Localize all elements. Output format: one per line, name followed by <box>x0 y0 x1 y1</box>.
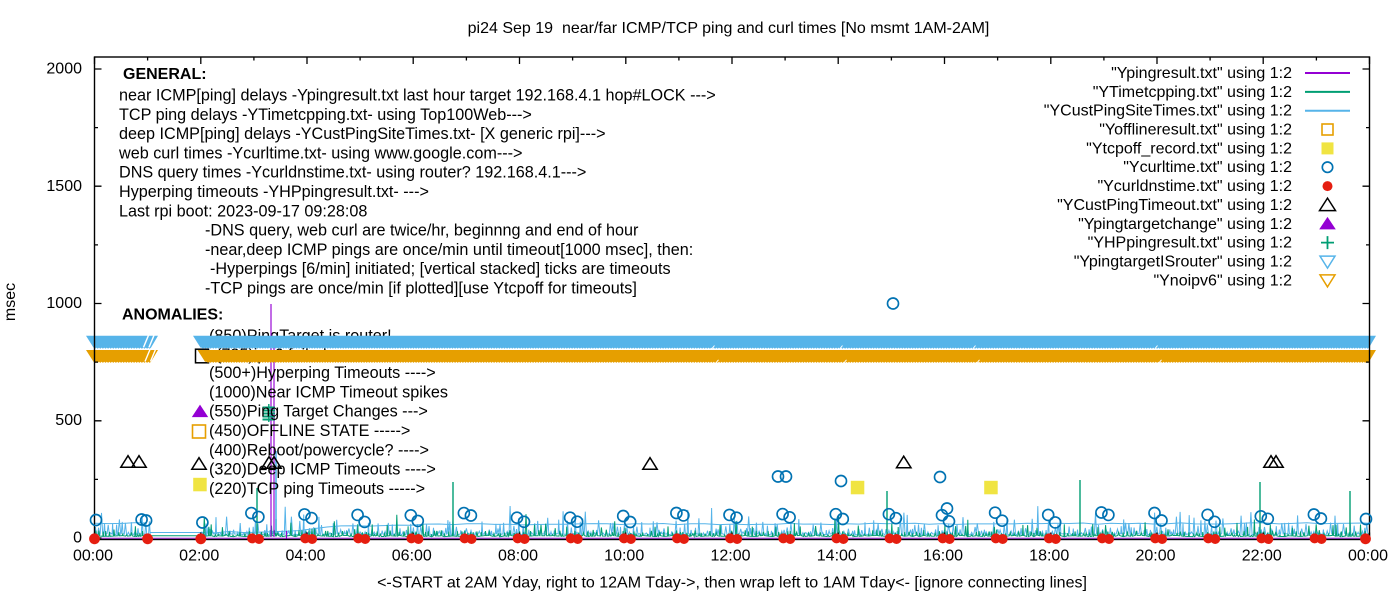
svg-text:"Yofflineresult.txt" using 1:2: "Yofflineresult.txt" using 1:2 <box>1099 122 1292 139</box>
svg-text:DNS query times -Ycurldnstime.: DNS query times -Ycurldnstime.txt- using… <box>119 164 586 182</box>
svg-text:(1000)Near ICMP Timeout spikes: (1000)Near ICMP Timeout spikes <box>209 383 448 401</box>
svg-text:deep ICMP[ping] delays -YCustP: deep ICMP[ping] delays -YCustPingSiteTim… <box>119 125 606 143</box>
svg-text:pi24 Sep 19 near/far ICMP/TCP: pi24 Sep 19 near/far ICMP/TCP ping and c… <box>468 20 990 37</box>
svg-text:20:00: 20:00 <box>1135 548 1175 565</box>
svg-text:(550)Ping Target Changes --->: (550)Ping Target Changes ---> <box>209 403 428 421</box>
svg-text:06:00: 06:00 <box>392 548 432 565</box>
svg-text:14:00: 14:00 <box>817 548 857 565</box>
svg-text:Last rpi boot: 2023-09-17 09:2: Last rpi boot: 2023-09-17 09:28:08 <box>119 202 367 220</box>
svg-text:18:00: 18:00 <box>1029 548 1069 565</box>
svg-text:(400)Reboot/powercycle? ---->: (400)Reboot/powercycle? ----> <box>209 441 429 459</box>
svg-text:web curl times -Ycurltime.txt-: web curl times -Ycurltime.txt- using www… <box>118 144 522 162</box>
svg-text:"YCustPingTimeout.txt" using 1: "YCustPingTimeout.txt" using 1:2 <box>1057 197 1292 214</box>
svg-text:(450)OFFLINE STATE ----->: (450)OFFLINE STATE -----> <box>209 422 410 440</box>
svg-text:04:00: 04:00 <box>285 548 325 565</box>
svg-text:(500+)Hyperping Timeouts ---->: (500+)Hyperping Timeouts ----> <box>209 364 436 382</box>
svg-text:"YHPpingresult.txt" using 1:2: "YHPpingresult.txt" using 1:2 <box>1088 235 1292 252</box>
svg-text:"Ynoipv6" using 1:2: "Ynoipv6" using 1:2 <box>1153 272 1292 289</box>
svg-text:12:00: 12:00 <box>710 548 750 565</box>
svg-text:1000: 1000 <box>46 295 82 312</box>
svg-text:(220)TCP ping Timeouts ----->: (220)TCP ping Timeouts -----> <box>209 480 425 498</box>
svg-text:"Ycurldnstime.txt" using 1:2: "Ycurldnstime.txt" using 1:2 <box>1097 178 1292 195</box>
svg-text:2000: 2000 <box>46 61 82 78</box>
svg-text:<-START at 2AM Yday, right to: <-START at 2AM Yday, right to 12AM Tday-… <box>377 575 1087 592</box>
svg-text:0: 0 <box>73 530 82 547</box>
svg-text:(320)Deep ICMP Timeouts ---->: (320)Deep ICMP Timeouts ----> <box>209 461 436 479</box>
svg-text:ANOMALIES:: ANOMALIES: <box>122 307 223 324</box>
svg-text:"Ypingresult.txt" using 1:2: "Ypingresult.txt" using 1:2 <box>1111 65 1292 82</box>
svg-text:"Ycurltime.txt" using 1:2: "Ycurltime.txt" using 1:2 <box>1123 159 1292 176</box>
svg-text:08:00: 08:00 <box>498 548 538 565</box>
svg-text:1500: 1500 <box>46 178 82 195</box>
svg-text:00:00: 00:00 <box>1348 548 1388 565</box>
svg-text:-near,deep ICMP pings are once: -near,deep ICMP pings are once/min until… <box>205 241 693 259</box>
svg-text:00:00: 00:00 <box>73 548 113 565</box>
svg-text:-Hyperpings [6/min] initiated;: -Hyperpings [6/min] initiated; [vertical… <box>210 260 671 278</box>
svg-text:msec: msec <box>2 283 19 321</box>
svg-text:"YpingtargetISrouter" using 1:: "YpingtargetISrouter" using 1:2 <box>1074 254 1292 271</box>
svg-text:near ICMP[ping] delays -Ypingr: near ICMP[ping] delays -Ypingresult.txt … <box>119 87 716 105</box>
svg-text:"Ypingtargetchange" using 1:2: "Ypingtargetchange" using 1:2 <box>1078 216 1292 233</box>
svg-text:22:00: 22:00 <box>1242 548 1282 565</box>
svg-text:TCP ping delays -YTimetcpping.: TCP ping delays -YTimetcpping.txt- using… <box>119 106 532 124</box>
svg-text:10:00: 10:00 <box>604 548 644 565</box>
svg-text:-TCP pings are once/min [if pl: -TCP pings are once/min [if plotted][use… <box>205 280 637 298</box>
svg-text:GENERAL:: GENERAL: <box>123 66 207 83</box>
svg-text:"YCustPingSiteTimes.txt" using: "YCustPingSiteTimes.txt" using 1:2 <box>1044 103 1292 120</box>
svg-text:"YTimetcpping.txt" using 1:2: "YTimetcpping.txt" using 1:2 <box>1093 84 1292 101</box>
svg-text:500: 500 <box>55 412 82 429</box>
svg-text:"Ytcpoff_record.txt" using 1:2: "Ytcpoff_record.txt" using 1:2 <box>1086 140 1292 157</box>
svg-text:16:00: 16:00 <box>923 548 963 565</box>
svg-text:Hyperping timeouts -YHPpingres: Hyperping timeouts -YHPpingresult.txt- -… <box>119 183 429 201</box>
svg-text:-DNS query, web curl are twice: -DNS query, web curl are twice/hr, begin… <box>205 222 639 240</box>
svg-text:02:00: 02:00 <box>179 548 219 565</box>
